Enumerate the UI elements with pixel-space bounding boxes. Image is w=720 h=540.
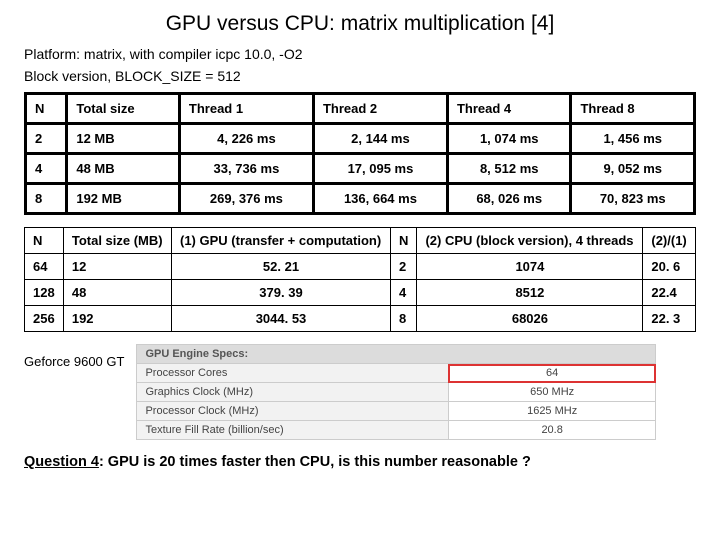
gpu-model-label: Geforce 9600 GT (24, 354, 124, 369)
table-header-row: N Total size Thread 1 Thread 2 Thread 4 … (26, 94, 695, 124)
cell: 22.4 (643, 280, 696, 306)
spec-label: Processor Clock (MHz) (137, 402, 448, 421)
table-row: 256 192 3044. 53 8 68026 22. 3 (25, 306, 696, 332)
cell: 68, 026 ms (447, 184, 570, 214)
col-header: N (25, 228, 64, 254)
table-header-row: N Total size (MB) (1) GPU (transfer + co… (25, 228, 696, 254)
cell: 17, 095 ms (313, 154, 447, 184)
col-header: Total size (MB) (63, 228, 171, 254)
spec-label: Graphics Clock (MHz) (137, 383, 448, 402)
col-header: Thread 2 (313, 94, 447, 124)
table-row: 2 12 MB 4, 226 ms 2, 144 ms 1, 074 ms 1,… (26, 124, 695, 154)
col-header: (1) GPU (transfer + computation) (172, 228, 391, 254)
cell: 1, 074 ms (447, 124, 570, 154)
cell: 8512 (417, 280, 643, 306)
cell: 20. 6 (643, 254, 696, 280)
block-line: Block version, BLOCK_SIZE = 512 (24, 68, 696, 84)
cell: 48 MB (67, 154, 180, 184)
cell: 379. 39 (172, 280, 391, 306)
cell: 3044. 53 (172, 306, 391, 332)
spec-label: Processor Cores (137, 364, 448, 383)
question-text: : GPU is 20 times faster then CPU, is th… (99, 454, 531, 470)
gpu-specs-table: GPU Engine Specs: Processor Cores 64 Gra… (136, 344, 656, 440)
slide-title: GPU versus CPU: matrix multiplication [4… (24, 12, 696, 36)
col-header: N (26, 94, 67, 124)
cell: 33, 736 ms (179, 154, 313, 184)
cell: 22. 3 (643, 306, 696, 332)
spec-row: Processor Clock (MHz) 1625 MHz (137, 402, 656, 421)
cell: 2, 144 ms (313, 124, 447, 154)
gpu-specs-row: Geforce 9600 GT GPU Engine Specs: Proces… (24, 344, 696, 440)
cell: 48 (63, 280, 171, 306)
cell: 1, 456 ms (571, 124, 695, 154)
cell: 4, 226 ms (179, 124, 313, 154)
spec-value: 20.8 (448, 421, 656, 440)
spec-value: 64 (448, 364, 656, 383)
cell: 4 (390, 280, 416, 306)
cell: 12 MB (67, 124, 180, 154)
spec-value: 1625 MHz (448, 402, 656, 421)
question-line: Question 4: GPU is 20 times faster then … (24, 454, 696, 470)
cell: 2 (26, 124, 67, 154)
col-header: Thread 1 (179, 94, 313, 124)
col-header: Thread 8 (571, 94, 695, 124)
cell: 9, 052 ms (571, 154, 695, 184)
cell: 136, 664 ms (313, 184, 447, 214)
col-header: Thread 4 (447, 94, 570, 124)
cell: 68026 (417, 306, 643, 332)
col-header: (2)/(1) (643, 228, 696, 254)
table-row: 64 12 52. 21 2 1074 20. 6 (25, 254, 696, 280)
cpu-threads-table: N Total size Thread 1 Thread 2 Thread 4 … (24, 92, 696, 215)
cell: 192 (63, 306, 171, 332)
gpu-vs-cpu-table: N Total size (MB) (1) GPU (transfer + co… (24, 227, 696, 332)
spec-row: Texture Fill Rate (billion/sec) 20.8 (137, 421, 656, 440)
col-header: (2) CPU (block version), 4 threads (417, 228, 643, 254)
cell: 128 (25, 280, 64, 306)
question-prefix: Question 4 (24, 454, 99, 470)
spec-row: Processor Cores 64 (137, 364, 656, 383)
cell: 8 (26, 184, 67, 214)
cell: 70, 823 ms (571, 184, 695, 214)
col-header: Total size (67, 94, 180, 124)
cell: 256 (25, 306, 64, 332)
specs-header: GPU Engine Specs: (137, 345, 656, 364)
cell: 1074 (417, 254, 643, 280)
table-row: 128 48 379. 39 4 8512 22.4 (25, 280, 696, 306)
cell: 52. 21 (172, 254, 391, 280)
cell: 2 (390, 254, 416, 280)
spec-value: 650 MHz (448, 383, 656, 402)
cell: 4 (26, 154, 67, 184)
cell: 8, 512 ms (447, 154, 570, 184)
table-row: 8 192 MB 269, 376 ms 136, 664 ms 68, 026… (26, 184, 695, 214)
cell: 12 (63, 254, 171, 280)
spec-row: Graphics Clock (MHz) 650 MHz (137, 383, 656, 402)
cell: 269, 376 ms (179, 184, 313, 214)
cell: 64 (25, 254, 64, 280)
cell: 8 (390, 306, 416, 332)
platform-line: Platform: matrix, with compiler icpc 10.… (24, 46, 696, 62)
spec-label: Texture Fill Rate (billion/sec) (137, 421, 448, 440)
cell: 192 MB (67, 184, 180, 214)
col-header: N (390, 228, 416, 254)
table-row: 4 48 MB 33, 736 ms 17, 095 ms 8, 512 ms … (26, 154, 695, 184)
